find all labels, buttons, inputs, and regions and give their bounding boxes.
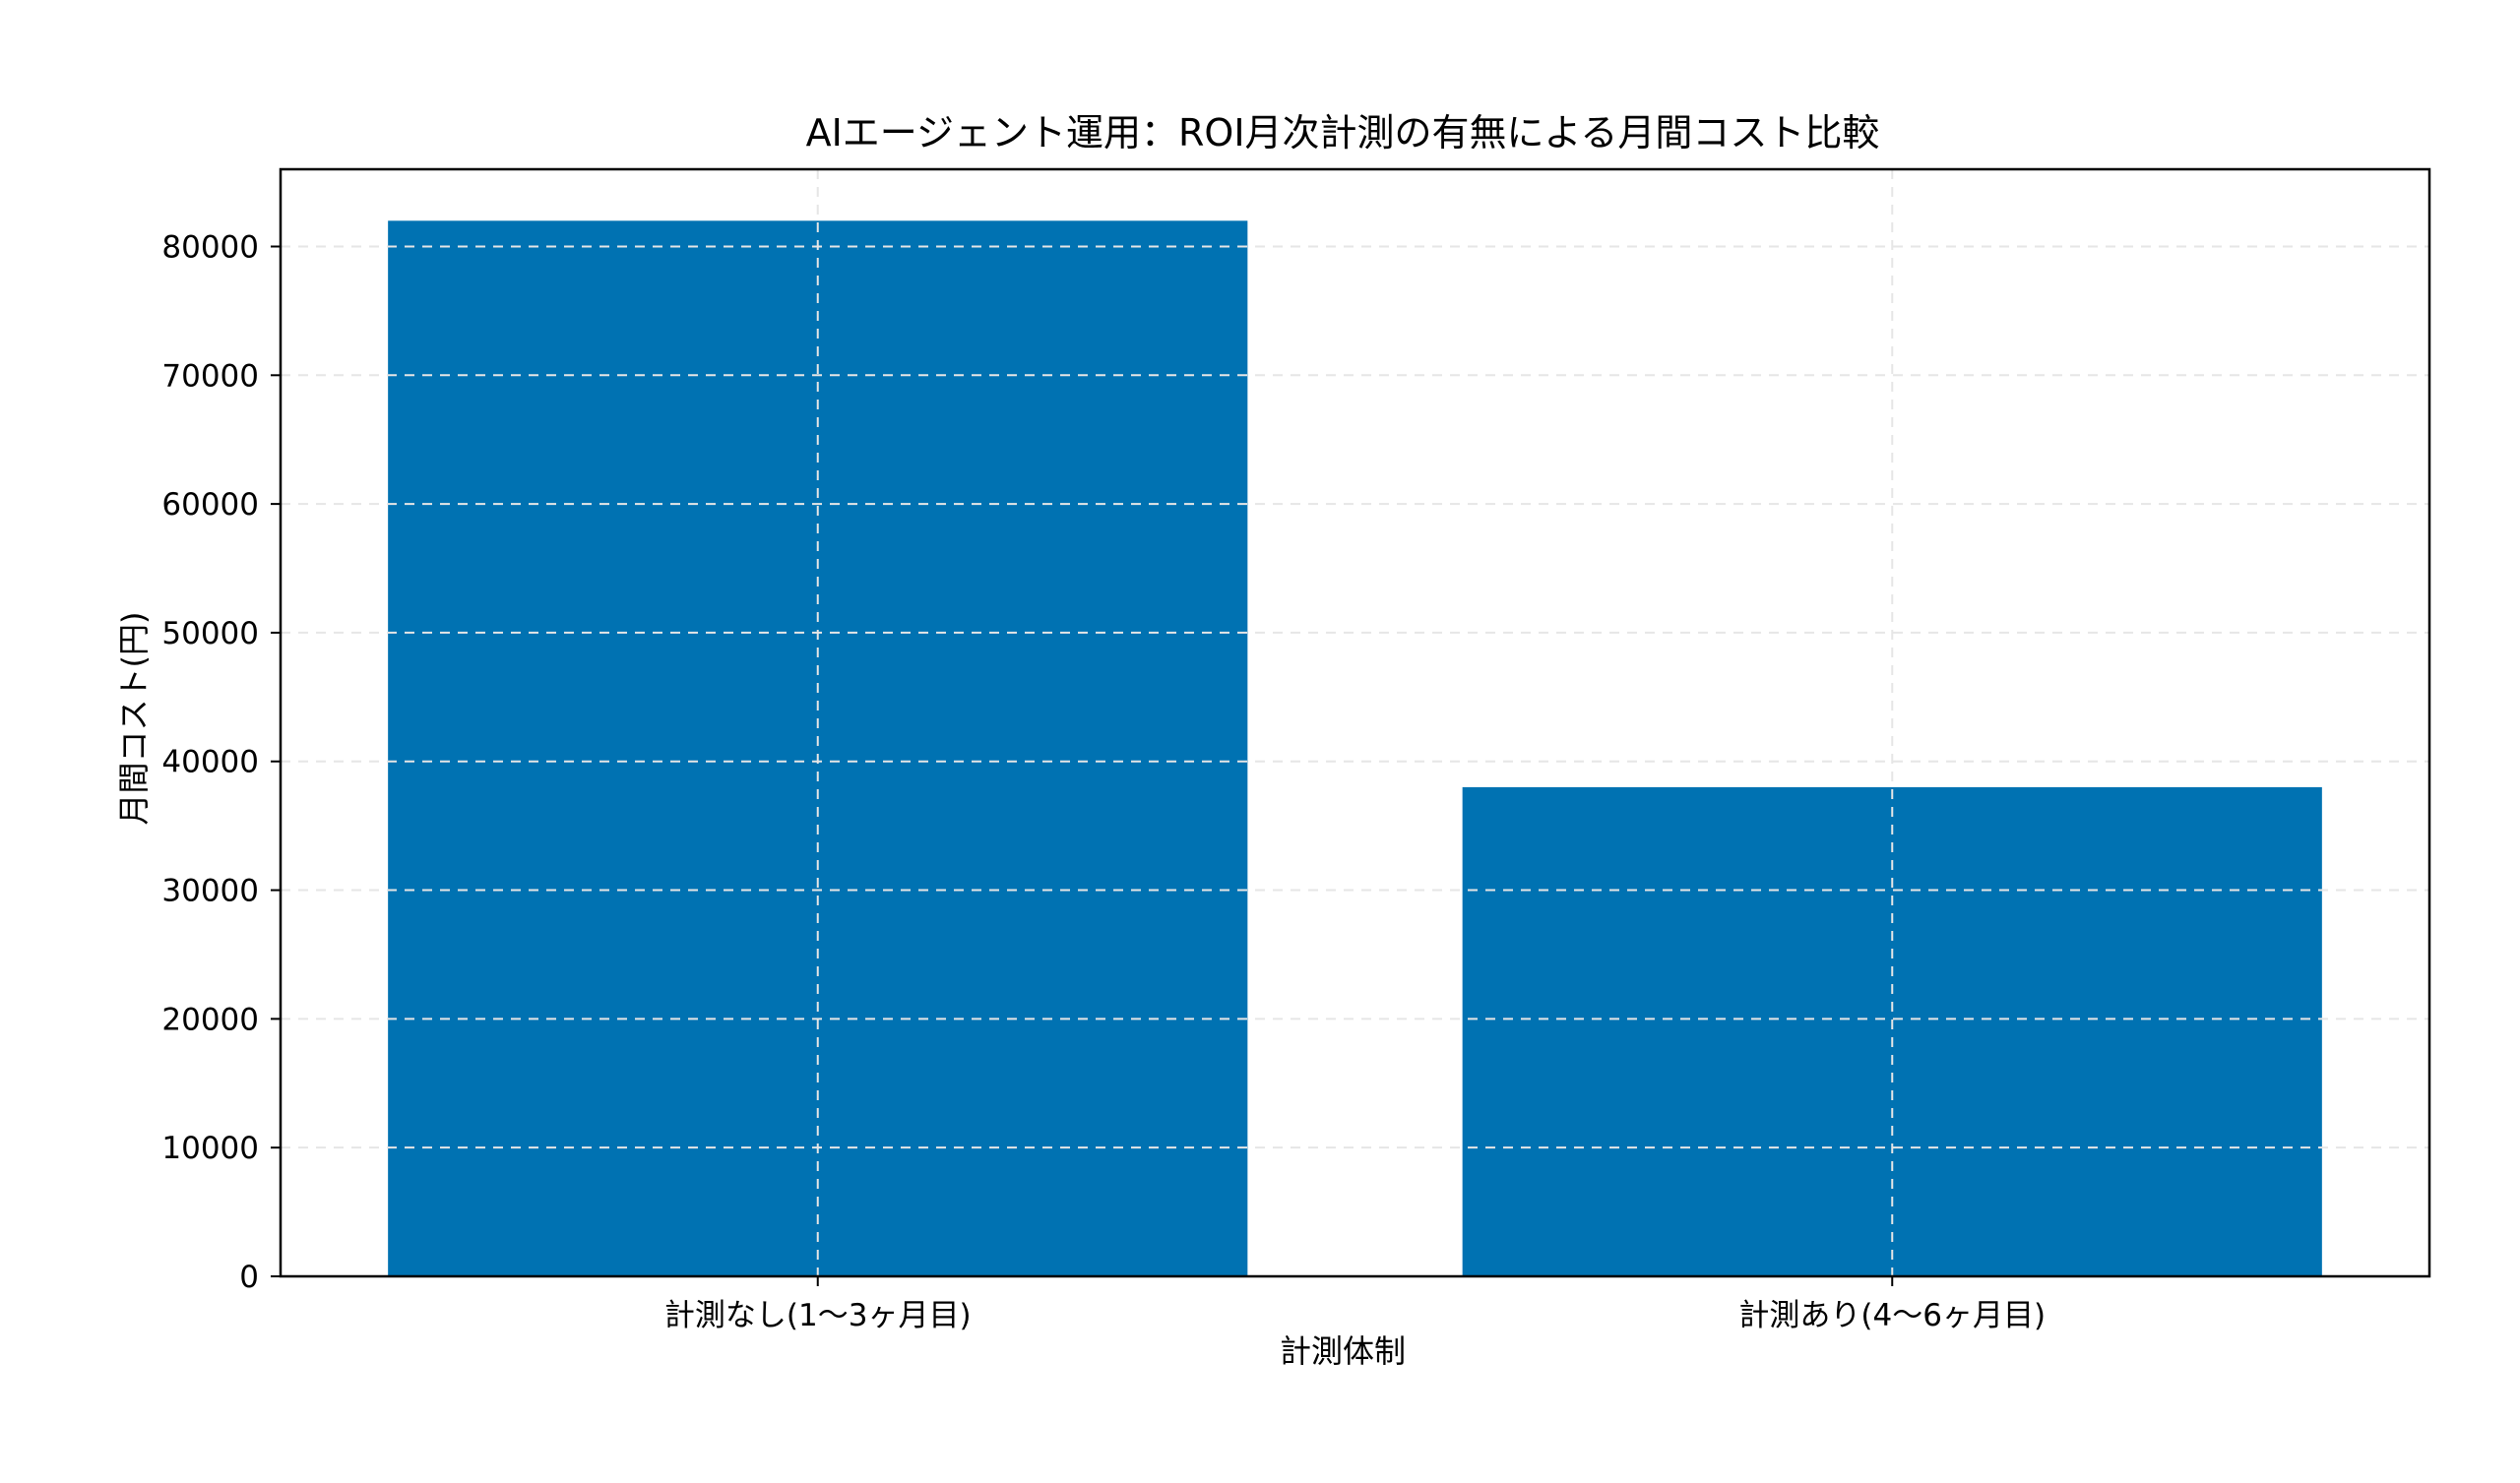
chart-title: AIエージェント運用：ROI月次計測の有無による月間コスト比較 (806, 111, 1880, 154)
y-tick-label: 30000 (161, 874, 259, 909)
y-tick-label: 70000 (161, 358, 259, 394)
y-tick-label: 80000 (161, 229, 259, 265)
bars-layer (388, 220, 2322, 1277)
x-tick-label: 計測なし(1〜3ヶ月目) (664, 1298, 972, 1333)
axes-layer: 0 10000 20000 30000 40000 50000 60000 70000 8000… (161, 167, 2431, 1333)
y-tick-label: 0 (239, 1260, 259, 1295)
bar (388, 220, 1248, 1277)
x-axis-label: 計測体制 (1280, 1332, 1406, 1370)
x-tick-label: 計測あり(4〜6ヶ月目) (1738, 1298, 2046, 1333)
y-tick-label: 50000 (161, 616, 259, 651)
y-tick-label: 20000 (161, 1002, 259, 1037)
y-tick-label: 40000 (161, 745, 259, 780)
plot-frame (279, 167, 2431, 1278)
y-axis-label: 月間コスト(円) (115, 612, 153, 826)
y-tick-label: 60000 (161, 487, 259, 523)
y-tick-label: 10000 (161, 1131, 259, 1166)
